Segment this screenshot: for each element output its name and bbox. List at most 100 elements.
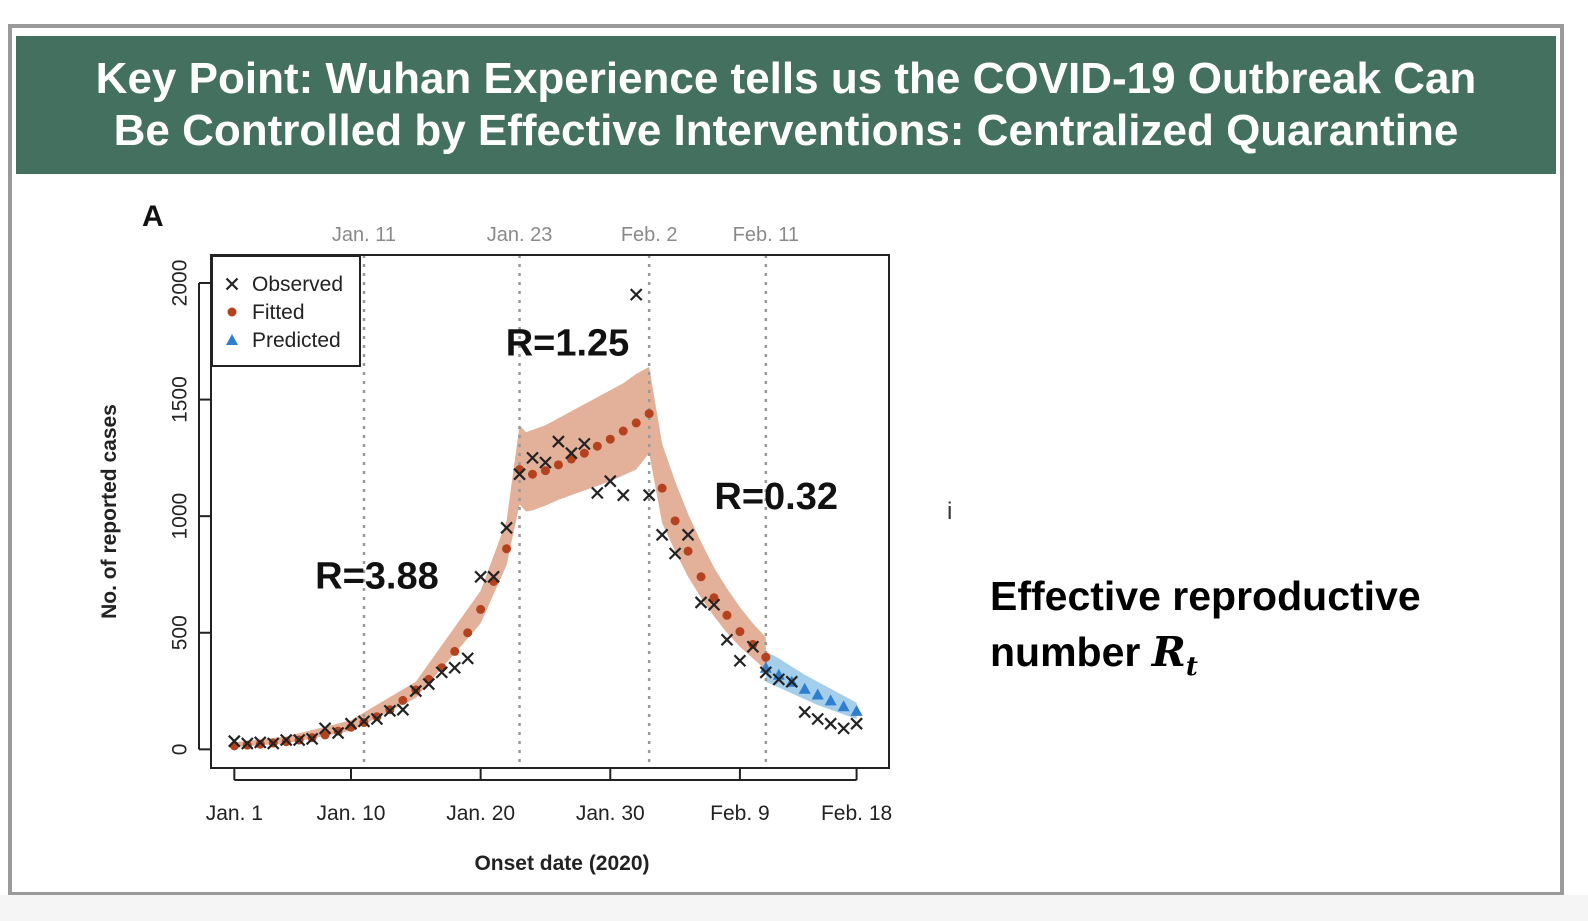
phase-label: R=3.88 <box>315 555 439 597</box>
observed-point <box>655 528 669 542</box>
intervention-label: Feb. 11 <box>733 224 799 246</box>
observed-point <box>578 437 591 451</box>
observed-point <box>720 633 734 647</box>
observed-point <box>500 521 513 535</box>
y-axis-title: No. of reported cases <box>98 404 121 619</box>
legend-label: Fitted <box>252 301 305 324</box>
observed-point <box>526 451 539 465</box>
observed-point <box>850 717 863 730</box>
observed-point <box>798 705 812 719</box>
fitted-point <box>320 730 330 740</box>
observed-point <box>513 467 526 481</box>
observed-point <box>241 737 254 750</box>
fitted-point <box>657 483 667 493</box>
observed-point <box>357 715 371 728</box>
x-tick-label: Jan. 30 <box>576 802 645 825</box>
observed-point <box>837 722 850 735</box>
rt-annotation-line-2: number Rt <box>990 624 1421 695</box>
x-tick-label: Jan. 10 <box>317 802 386 825</box>
observed-point <box>733 654 747 668</box>
observed-point <box>318 722 332 735</box>
observed-point <box>435 666 449 679</box>
phase-label: R=1.25 <box>506 322 630 364</box>
observed-point <box>707 598 721 612</box>
fitted-point <box>372 712 382 722</box>
observed-point <box>448 661 461 675</box>
predicted-point <box>837 700 850 712</box>
observed-point <box>604 474 617 488</box>
observed-point <box>642 488 656 502</box>
slide-title-line-2: Be Controlled by Effective Interventions… <box>113 106 1459 155</box>
observed-point <box>565 446 578 460</box>
fitted-point <box>255 739 265 749</box>
fitted-point <box>683 546 693 556</box>
observed-point <box>811 712 824 726</box>
observed-point <box>266 737 280 750</box>
observed-point <box>668 547 682 560</box>
x-tick-label: Jan. 20 <box>446 802 515 825</box>
observed-point <box>253 736 267 749</box>
fitted-point <box>540 466 550 476</box>
fitted-point <box>722 610 732 620</box>
legend-fitted-icon <box>227 307 237 317</box>
plot-frame <box>210 254 890 769</box>
fitted-point <box>618 426 628 436</box>
predicted-point <box>811 688 824 700</box>
panel-label: A <box>142 200 164 233</box>
fitted-point <box>631 418 641 428</box>
observed-point <box>785 675 799 689</box>
observed-point <box>422 677 436 691</box>
fitted-point <box>696 572 706 582</box>
observed-point <box>461 652 474 665</box>
observed-point <box>591 486 604 500</box>
y-tick-label: 500 <box>169 615 192 650</box>
phase-label: R=0.32 <box>714 476 838 518</box>
observed-point <box>759 666 773 679</box>
rt-annotation-text: number <box>990 629 1152 675</box>
fitted-point <box>761 652 771 662</box>
observed-point <box>474 570 487 584</box>
fitted-point <box>281 737 291 747</box>
fitted-point <box>735 627 745 637</box>
observed-point <box>746 640 760 654</box>
fitted-point <box>748 639 758 649</box>
fitted-point <box>553 460 563 470</box>
observed-point <box>396 703 410 716</box>
observed-point <box>552 435 565 448</box>
fitted-point <box>450 646 460 656</box>
fitted-point <box>476 604 486 614</box>
bottom-strip <box>0 895 1588 921</box>
fitted-point <box>709 593 719 603</box>
observed-point <box>539 456 552 469</box>
rt-annotation-line-1: Effective reproductive <box>990 573 1421 619</box>
y-tick-label: 1500 <box>169 376 192 423</box>
predicted-point <box>798 682 811 694</box>
title-banner: Key Point: Wuhan Experience tells us the… <box>16 36 1556 174</box>
x-tick-label: Feb. 9 <box>710 802 770 825</box>
predicted-point <box>850 704 863 716</box>
fitted-point <box>333 726 343 736</box>
fitted-point <box>605 434 615 444</box>
observed-point <box>824 717 837 730</box>
intervention-label: Jan. 11 <box>332 224 396 246</box>
observed-point <box>409 684 423 698</box>
rt-symbol: Rt <box>1152 628 1198 682</box>
observed-point <box>629 288 643 301</box>
fitted-point <box>527 469 537 479</box>
slide-title-line-1: Key Point: Wuhan Experience tells us the… <box>95 54 1477 103</box>
observed-point <box>694 596 708 609</box>
x-axis-title: Onset date (2020) <box>474 852 649 875</box>
legend-label: Predicted <box>252 329 341 352</box>
y-tick-label: 2000 <box>169 260 192 307</box>
fitted-point <box>463 628 473 638</box>
observed-point <box>616 488 630 502</box>
intervention-label: Jan. 23 <box>487 224 553 246</box>
observed-point <box>305 732 319 746</box>
slide-frame: Key Point: Wuhan Experience tells us the… <box>8 24 1564 896</box>
fitted-point <box>242 740 252 750</box>
fitted-point <box>592 441 602 451</box>
x-tick-label: Jan. 1 <box>206 802 263 825</box>
observed-point <box>228 734 241 748</box>
observed-point <box>383 704 397 718</box>
